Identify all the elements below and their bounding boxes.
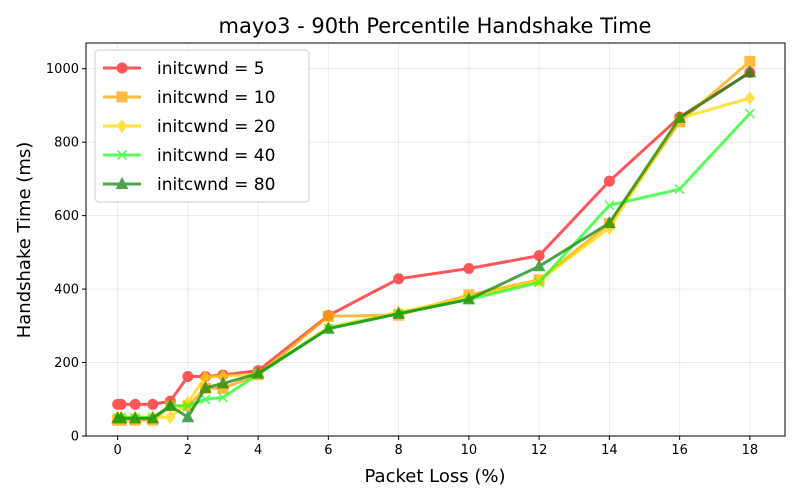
legend-label: initcwnd = 10	[157, 88, 275, 108]
y-tick-label: 800	[54, 136, 79, 151]
chart-title: mayo3 - 90th Percentile Handshake Time	[219, 14, 652, 38]
x-axis-title: Packet Loss (%)	[365, 466, 506, 487]
data-point	[181, 410, 195, 423]
y-tick-label: 200	[54, 356, 79, 371]
data-point	[128, 411, 142, 424]
legend-swatch	[103, 91, 141, 103]
data-point	[200, 394, 211, 405]
legend-label: initcwnd = 5	[157, 59, 265, 79]
data-point	[165, 410, 176, 425]
legend-marker	[116, 119, 128, 133]
data-point	[251, 366, 265, 379]
data-point	[603, 175, 615, 187]
data-point	[217, 392, 229, 403]
data-point	[534, 277, 545, 288]
data-point	[673, 110, 686, 123]
legend-box	[94, 49, 310, 203]
data-point	[603, 215, 616, 228]
data-point	[322, 310, 334, 322]
plot-area	[85, 42, 786, 437]
series-layer	[111, 55, 757, 426]
y-tick-label: 0	[71, 430, 79, 445]
legend-marker	[116, 62, 128, 74]
y-tick-label: 400	[54, 283, 79, 298]
series-line	[116, 59, 752, 422]
x-tick-label: 4	[254, 443, 262, 458]
data-point	[115, 398, 127, 410]
x-tick-label: 8	[394, 443, 402, 458]
data-point	[392, 306, 405, 319]
data-point	[744, 91, 755, 105]
legend-swatch	[103, 176, 141, 189]
legend-swatch	[103, 119, 141, 133]
y-tick-label: 600	[54, 209, 79, 224]
data-point	[532, 259, 546, 272]
data-point	[744, 55, 756, 67]
y-tick-label: 1000	[46, 62, 79, 77]
data-point	[199, 380, 212, 393]
legend-swatch	[103, 62, 141, 74]
data-point	[674, 184, 685, 195]
data-point	[463, 263, 475, 275]
legend-label: initcwnd = 20	[157, 117, 275, 137]
x-axis: 0 2 4 6 8 10 12 14 16 18	[113, 436, 758, 458]
legend-label: initcwnd = 40	[157, 146, 275, 166]
data-point	[129, 398, 141, 410]
x-tick-label: 10	[461, 443, 478, 458]
data-point	[744, 108, 755, 119]
x-tick-label: 12	[531, 443, 548, 458]
legend: initcwnd = 5 initcwnd = 10 initcwnd = 20 in…	[94, 49, 310, 203]
x-tick-label: 6	[324, 443, 332, 458]
data-point	[182, 370, 194, 382]
data-point	[114, 411, 128, 424]
series-line	[116, 70, 752, 406]
data-point	[163, 398, 177, 411]
legend-label: initcwnd = 80	[157, 175, 275, 195]
y-axis-title: Handshake Time (ms)	[14, 142, 35, 339]
data-point	[743, 65, 757, 78]
legend-marker	[115, 176, 129, 189]
data-point	[146, 411, 160, 424]
x-tick-label: 2	[184, 443, 192, 458]
x-tick-label: 18	[742, 443, 759, 458]
data-point	[604, 200, 615, 211]
series-4	[111, 65, 757, 424]
legend-marker	[116, 149, 128, 161]
x-tick-label: 0	[113, 443, 121, 458]
x-tick-label: 14	[601, 443, 618, 458]
series-line	[116, 70, 752, 420]
y-axis: 0 200 400 600 800 1000	[46, 62, 86, 445]
data-point	[216, 376, 230, 389]
data-point	[462, 292, 476, 305]
data-point	[393, 273, 405, 285]
data-point	[182, 400, 193, 411]
legend-swatch	[103, 149, 141, 161]
legend-marker	[116, 91, 128, 103]
x-tick-label: 16	[671, 443, 688, 458]
data-point	[322, 321, 335, 334]
data-point	[147, 398, 159, 410]
data-point	[533, 250, 545, 262]
